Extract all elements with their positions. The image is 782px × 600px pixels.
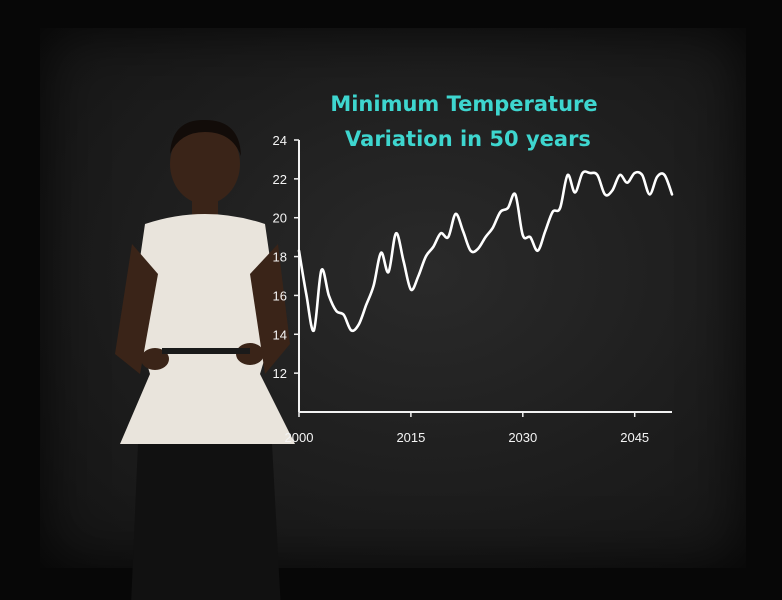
y-tick-label: 12 [273,366,287,381]
y-tick-label: 24 [273,133,287,148]
chart-axes [298,140,672,413]
y-tick-label: 20 [273,211,287,226]
x-tick-label: 2045 [620,430,649,445]
chart-series [297,170,674,333]
x-tick-label: 2030 [508,430,537,445]
presenter-image [115,119,295,600]
chart-ticks: 12 14 16 18 20 22 24 2000 2015 2030 2045 [273,133,650,445]
series-line [297,170,674,333]
x-tick-label: 2000 [285,430,314,445]
y-tick-label: 18 [273,250,287,265]
chart-title-line-2: Variation in 50 years [345,127,591,151]
chalkboard-background: Minimum Temperature Variation in 50 year… [40,28,746,600]
chart-title-line-1: Minimum Temperature [330,92,597,116]
x-tick-label: 2015 [396,430,425,445]
chart: Minimum Temperature Variation in 50 year… [273,92,674,445]
y-tick-label: 16 [273,288,287,303]
chart-title: Minimum Temperature Variation in 50 year… [330,92,597,151]
y-tick-label: 14 [273,327,287,342]
y-tick-label: 22 [273,172,287,187]
